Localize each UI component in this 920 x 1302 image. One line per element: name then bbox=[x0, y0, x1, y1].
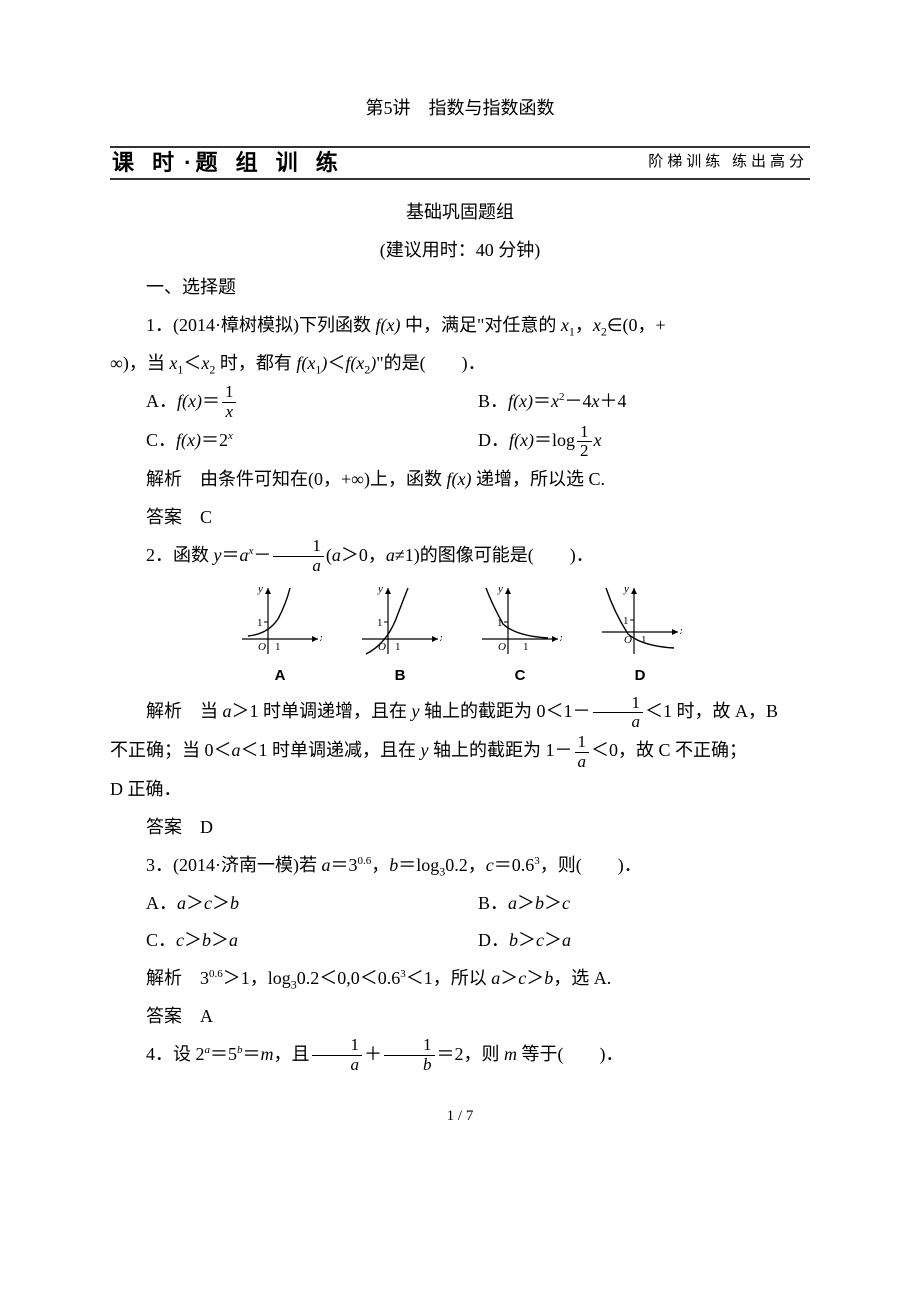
section-header-bar: 课 时·题 组 训 练 阶梯训练 练出高分 bbox=[110, 146, 810, 180]
q1-options-row2: C．f(x)＝2x D．f(x)＝log12x bbox=[110, 422, 810, 461]
svg-text:x: x bbox=[319, 632, 322, 644]
q2-graph-d: x y O 1 1 D bbox=[598, 584, 682, 692]
q3-opt-c: C．c＞b＞a bbox=[146, 922, 478, 960]
svg-text:O: O bbox=[258, 641, 266, 653]
q1-analysis: 解析 由条件可知在(0，+∞)上，函数 f(x) 递增，所以选 C. bbox=[110, 461, 810, 499]
svg-text:y: y bbox=[497, 584, 503, 595]
svg-text:1: 1 bbox=[257, 617, 263, 629]
q3-opt-b: B．a＞b＞c bbox=[478, 885, 810, 923]
q1-answer: 答案 C bbox=[110, 499, 810, 537]
header-right: 阶梯训练 练出高分 bbox=[648, 147, 808, 179]
svg-text:x: x bbox=[679, 625, 682, 637]
q1-stem-line2: ∞)，当 x1＜x2 时，都有 f(x1)＜f(x2)"的是( )． bbox=[110, 345, 810, 383]
q2-stem: 2．函数 y＝ax－1a(a＞0，a≠1)的图像可能是( )． bbox=[110, 537, 810, 576]
svg-text:1: 1 bbox=[377, 617, 383, 629]
q1-opt-c: C．f(x)＝2x bbox=[146, 422, 478, 461]
lesson-title: 第5讲 指数与指数函数 bbox=[110, 90, 810, 128]
q3-analysis: 解析 30.6＞1，log30.2＜0,0＜0.63＜1，所以 a＞c＞b，选 … bbox=[110, 960, 810, 998]
q2-graph-a: x y O 1 1 A bbox=[238, 584, 322, 692]
svg-text:y: y bbox=[623, 584, 629, 595]
q3-opt-d: D．b＞c＞a bbox=[478, 922, 810, 960]
q4-stem: 4．设 2a＝5b＝m，且1a＋1b＝2，则 m 等于( )． bbox=[110, 1036, 810, 1075]
q1-opt-a: A．f(x)＝1x bbox=[146, 383, 478, 422]
q2-analysis-line1: 解析 当 a＞1 时单调递增，且在 y 轴上的截距为 0＜1－1a＜1 时，故 … bbox=[110, 693, 810, 732]
q2-analysis-line3: D 正确． bbox=[110, 771, 810, 809]
q2-answer: 答案 D bbox=[110, 809, 810, 847]
q3-answer: 答案 A bbox=[110, 998, 810, 1036]
q2-graph-options: x y O 1 1 A x y O 1 1 B bbox=[110, 584, 810, 692]
q1-opt-d: D．f(x)＝log12x bbox=[478, 422, 810, 461]
svg-text:x: x bbox=[559, 632, 562, 644]
q3-opt-a: A．a＞c＞b bbox=[146, 885, 478, 923]
section-a-heading: 一、选择题 bbox=[110, 269, 810, 307]
q1-opt-b: B．f(x)＝x2－4x＋4 bbox=[478, 383, 810, 422]
svg-text:1: 1 bbox=[275, 641, 281, 653]
q1-stem-line1: 1．(2014·樟树模拟)下列函数 f(x) 中，满足"对任意的 x1，x2∈(… bbox=[110, 307, 810, 345]
svg-text:x: x bbox=[439, 632, 442, 644]
page-footer: 1 / 7 bbox=[110, 1101, 810, 1133]
q1-options-row1: A．f(x)＝1x B．f(x)＝x2－4x＋4 bbox=[110, 383, 810, 422]
svg-text:O: O bbox=[498, 641, 506, 653]
q2-analysis-line2: 不正确；当 0＜a＜1 时单调递减，且在 y 轴上的截距为 1－1a＜0，故 C… bbox=[110, 732, 810, 771]
q3-stem: 3．(2014·济南一模)若 a＝30.6，b＝log30.2，c＝0.63，则… bbox=[110, 847, 810, 885]
svg-text:y: y bbox=[257, 584, 263, 595]
q3-options-row2: C．c＞b＞a D．b＞c＞a bbox=[110, 922, 810, 960]
svg-text:y: y bbox=[377, 584, 383, 595]
q3-options-row1: A．a＞c＞b B．a＞b＞c bbox=[110, 885, 810, 923]
svg-text:1: 1 bbox=[623, 615, 629, 627]
svg-text:1: 1 bbox=[523, 641, 529, 653]
time-suggestion: (建议用时：40 分钟) bbox=[110, 232, 810, 270]
svg-text:1: 1 bbox=[641, 634, 647, 646]
group-title: 基础巩固题组 bbox=[110, 194, 810, 232]
header-left: 课 时·题 组 训 练 bbox=[112, 140, 344, 186]
svg-text:1: 1 bbox=[395, 641, 401, 653]
q2-graph-b: x y O 1 1 B bbox=[358, 584, 442, 692]
q2-graph-c: x y O 1 1 C bbox=[478, 584, 562, 692]
